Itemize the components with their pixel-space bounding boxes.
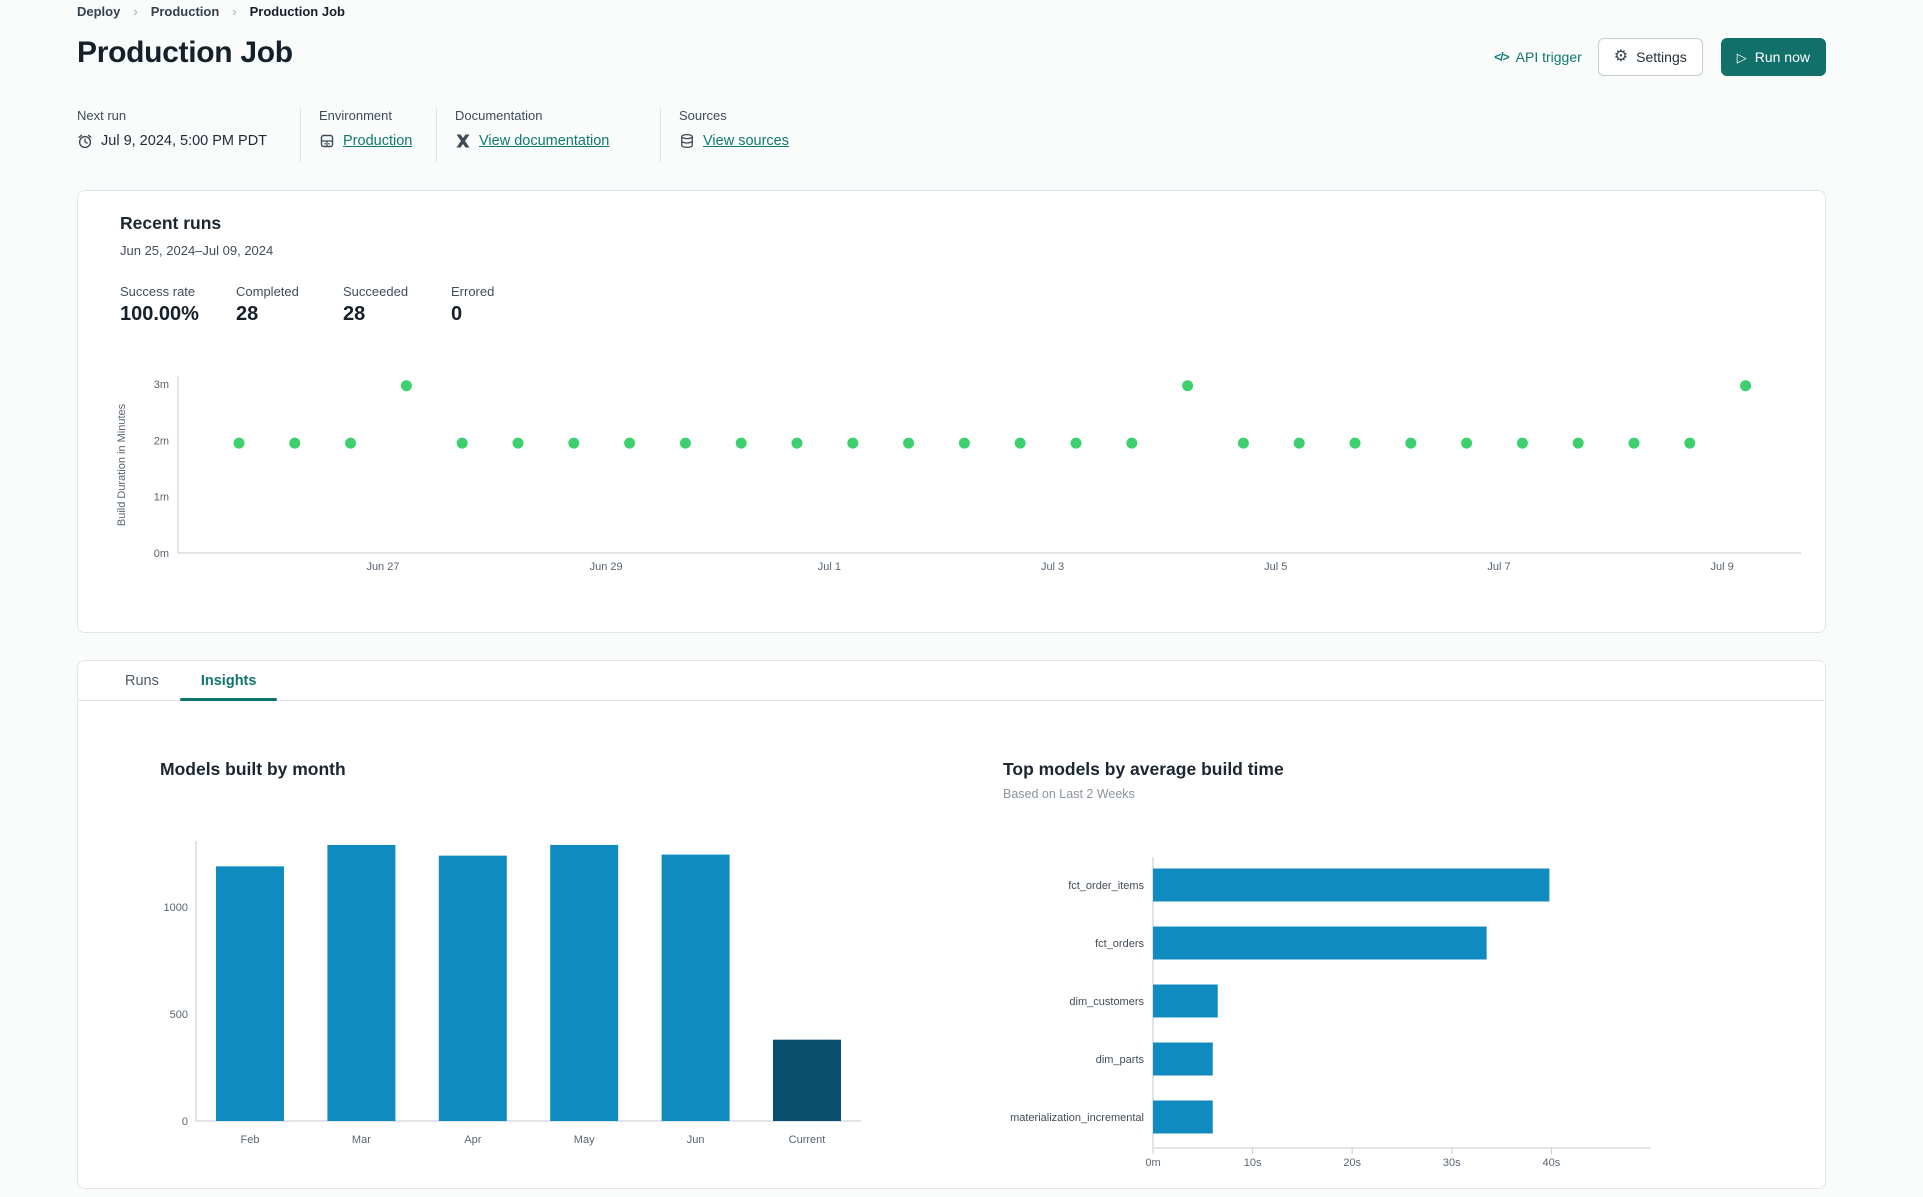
recent-runs-date-range: Jun 25, 2024–Jul 09, 2024 xyxy=(120,243,274,258)
svg-text:dim_parts: dim_parts xyxy=(1096,1054,1145,1066)
svg-text:Jul 1: Jul 1 xyxy=(818,561,841,573)
svg-text:0m: 0m xyxy=(1145,1157,1160,1169)
svg-text:40s: 40s xyxy=(1543,1157,1561,1169)
page-title: Production Job xyxy=(77,36,293,69)
svg-text:3m: 3m xyxy=(154,379,169,391)
svg-text:1m: 1m xyxy=(154,492,169,504)
svg-text:dim_customers: dim_customers xyxy=(1069,996,1144,1008)
svg-text:20s: 20s xyxy=(1343,1157,1361,1169)
svg-text:500: 500 xyxy=(170,1009,188,1021)
tab-bar: Runs Insights xyxy=(78,661,1825,701)
recent-runs-title: Recent runs xyxy=(120,213,222,233)
svg-text:30s: 30s xyxy=(1443,1157,1461,1169)
database-icon xyxy=(320,134,334,148)
svg-text:2m: 2m xyxy=(154,435,169,447)
stat-completed: Completed 28 xyxy=(236,284,299,325)
chevron-right-icon: › xyxy=(232,4,237,19)
svg-text:0: 0 xyxy=(182,1116,188,1128)
svg-text:materialization_incremental: materialization_incremental xyxy=(1010,1112,1144,1124)
svg-text:Jul 3: Jul 3 xyxy=(1041,561,1064,573)
svg-text:Jul 9: Jul 9 xyxy=(1711,561,1734,573)
settings-label: Settings xyxy=(1636,49,1687,65)
top-models-title: Top models by average build time xyxy=(1003,759,1284,779)
build-duration-chart: 0m 1m 2m 3m Jun 27 Jun 29 Jul 1 Jul 3 Jul 5 Jul 7… xyxy=(116,376,1801,573)
meta-label: Documentation xyxy=(455,108,543,123)
svg-text:Jun: Jun xyxy=(687,1134,705,1146)
recent-runs-stats: Success rate 100.00% Completed 28 Succee… xyxy=(120,284,494,326)
view-documentation-link[interactable]: View documentation xyxy=(479,133,610,149)
api-trigger-link[interactable]: </> API trigger xyxy=(1494,49,1582,65)
settings-button[interactable]: ⚙ Settings xyxy=(1597,38,1703,76)
view-sources-link[interactable]: View sources xyxy=(703,133,789,149)
chevron-right-icon: › xyxy=(133,4,138,19)
svg-text:10s: 10s xyxy=(1244,1157,1262,1169)
top-models-subtitle: Based on Last 2 Weeks xyxy=(1003,787,1135,801)
svg-text:Build Duration in Minutes: Build Duration in Minutes xyxy=(116,403,128,526)
breadcrumb: Deploy › Production › Production Job xyxy=(77,4,345,19)
job-meta-row: Next run Jul 9, 2024, 5:00 PM PDT Enviro… xyxy=(77,108,789,162)
stat-succeeded: Succeeded 28 xyxy=(343,284,409,325)
clock-icon xyxy=(78,134,92,149)
next-run-value: Jul 9, 2024, 5:00 PM PDT xyxy=(101,133,268,149)
run-now-button[interactable]: ▷ Run now xyxy=(1720,38,1826,76)
svg-text:Mar: Mar xyxy=(352,1134,371,1146)
play-icon: ▷ xyxy=(1736,49,1747,65)
meta-documentation: Documentation View documentation xyxy=(436,108,660,162)
svg-text:0m: 0m xyxy=(154,548,169,560)
svg-text:fct_order_items: fct_order_items xyxy=(1068,880,1144,892)
environment-link[interactable]: Production xyxy=(343,133,413,149)
models-by-month-chart: 0 500 1000 Feb Mar Apr May Jun Current xyxy=(164,841,861,1146)
header-actions: </> API trigger ⚙ Settings ▷ Run now xyxy=(1494,38,1826,76)
meta-next-run: Next run Jul 9, 2024, 5:00 PM PDT xyxy=(77,108,300,162)
svg-text:Jul 5: Jul 5 xyxy=(1264,561,1287,573)
svg-text:Apr: Apr xyxy=(464,1134,481,1146)
svg-text:May: May xyxy=(574,1134,595,1146)
svg-text:fct_orders: fct_orders xyxy=(1095,938,1144,950)
tab-insights[interactable]: Insights xyxy=(179,661,278,701)
svg-text:Jun 29: Jun 29 xyxy=(590,561,623,573)
recent-runs-card: Recent runs Jun 25, 2024–Jul 09, 2024 Su… xyxy=(77,190,1826,633)
meta-environment: Environment Production xyxy=(300,108,436,162)
tab-runs[interactable]: Runs xyxy=(125,672,159,689)
meta-label: Next run xyxy=(77,108,127,123)
breadcrumb-production[interactable]: Production xyxy=(150,4,220,19)
run-now-label: Run now xyxy=(1754,49,1810,65)
sources-icon xyxy=(681,133,693,149)
gear-icon: ⚙ xyxy=(1613,48,1629,65)
meta-sources: Sources View sources xyxy=(660,108,789,162)
stat-success-rate: Success rate 100.00% xyxy=(120,284,199,325)
dbt-icon xyxy=(456,134,470,148)
models-by-month-title: Models built by month xyxy=(160,759,346,779)
svg-text:Jun 27: Jun 27 xyxy=(366,561,399,573)
insights-card: Runs Insights Models built by month Top … xyxy=(77,660,1826,1189)
top-models-chart: fct_order_items fct_orders dim_customersdi… xyxy=(1010,857,1651,1169)
svg-text:Jul 7: Jul 7 xyxy=(1487,561,1510,573)
breadcrumb-deploy[interactable]: Deploy xyxy=(77,4,121,19)
breadcrumb-production-job: Production Job xyxy=(249,4,345,19)
api-trigger-label: API trigger xyxy=(1515,49,1582,65)
stat-errored: Errored 0 xyxy=(451,284,495,325)
code-icon: </> xyxy=(1494,50,1509,64)
svg-text:Current: Current xyxy=(789,1134,826,1146)
svg-text:Feb: Feb xyxy=(241,1134,260,1146)
meta-label: Environment xyxy=(319,108,392,123)
svg-text:1000: 1000 xyxy=(164,902,188,914)
meta-label: Sources xyxy=(679,108,727,123)
